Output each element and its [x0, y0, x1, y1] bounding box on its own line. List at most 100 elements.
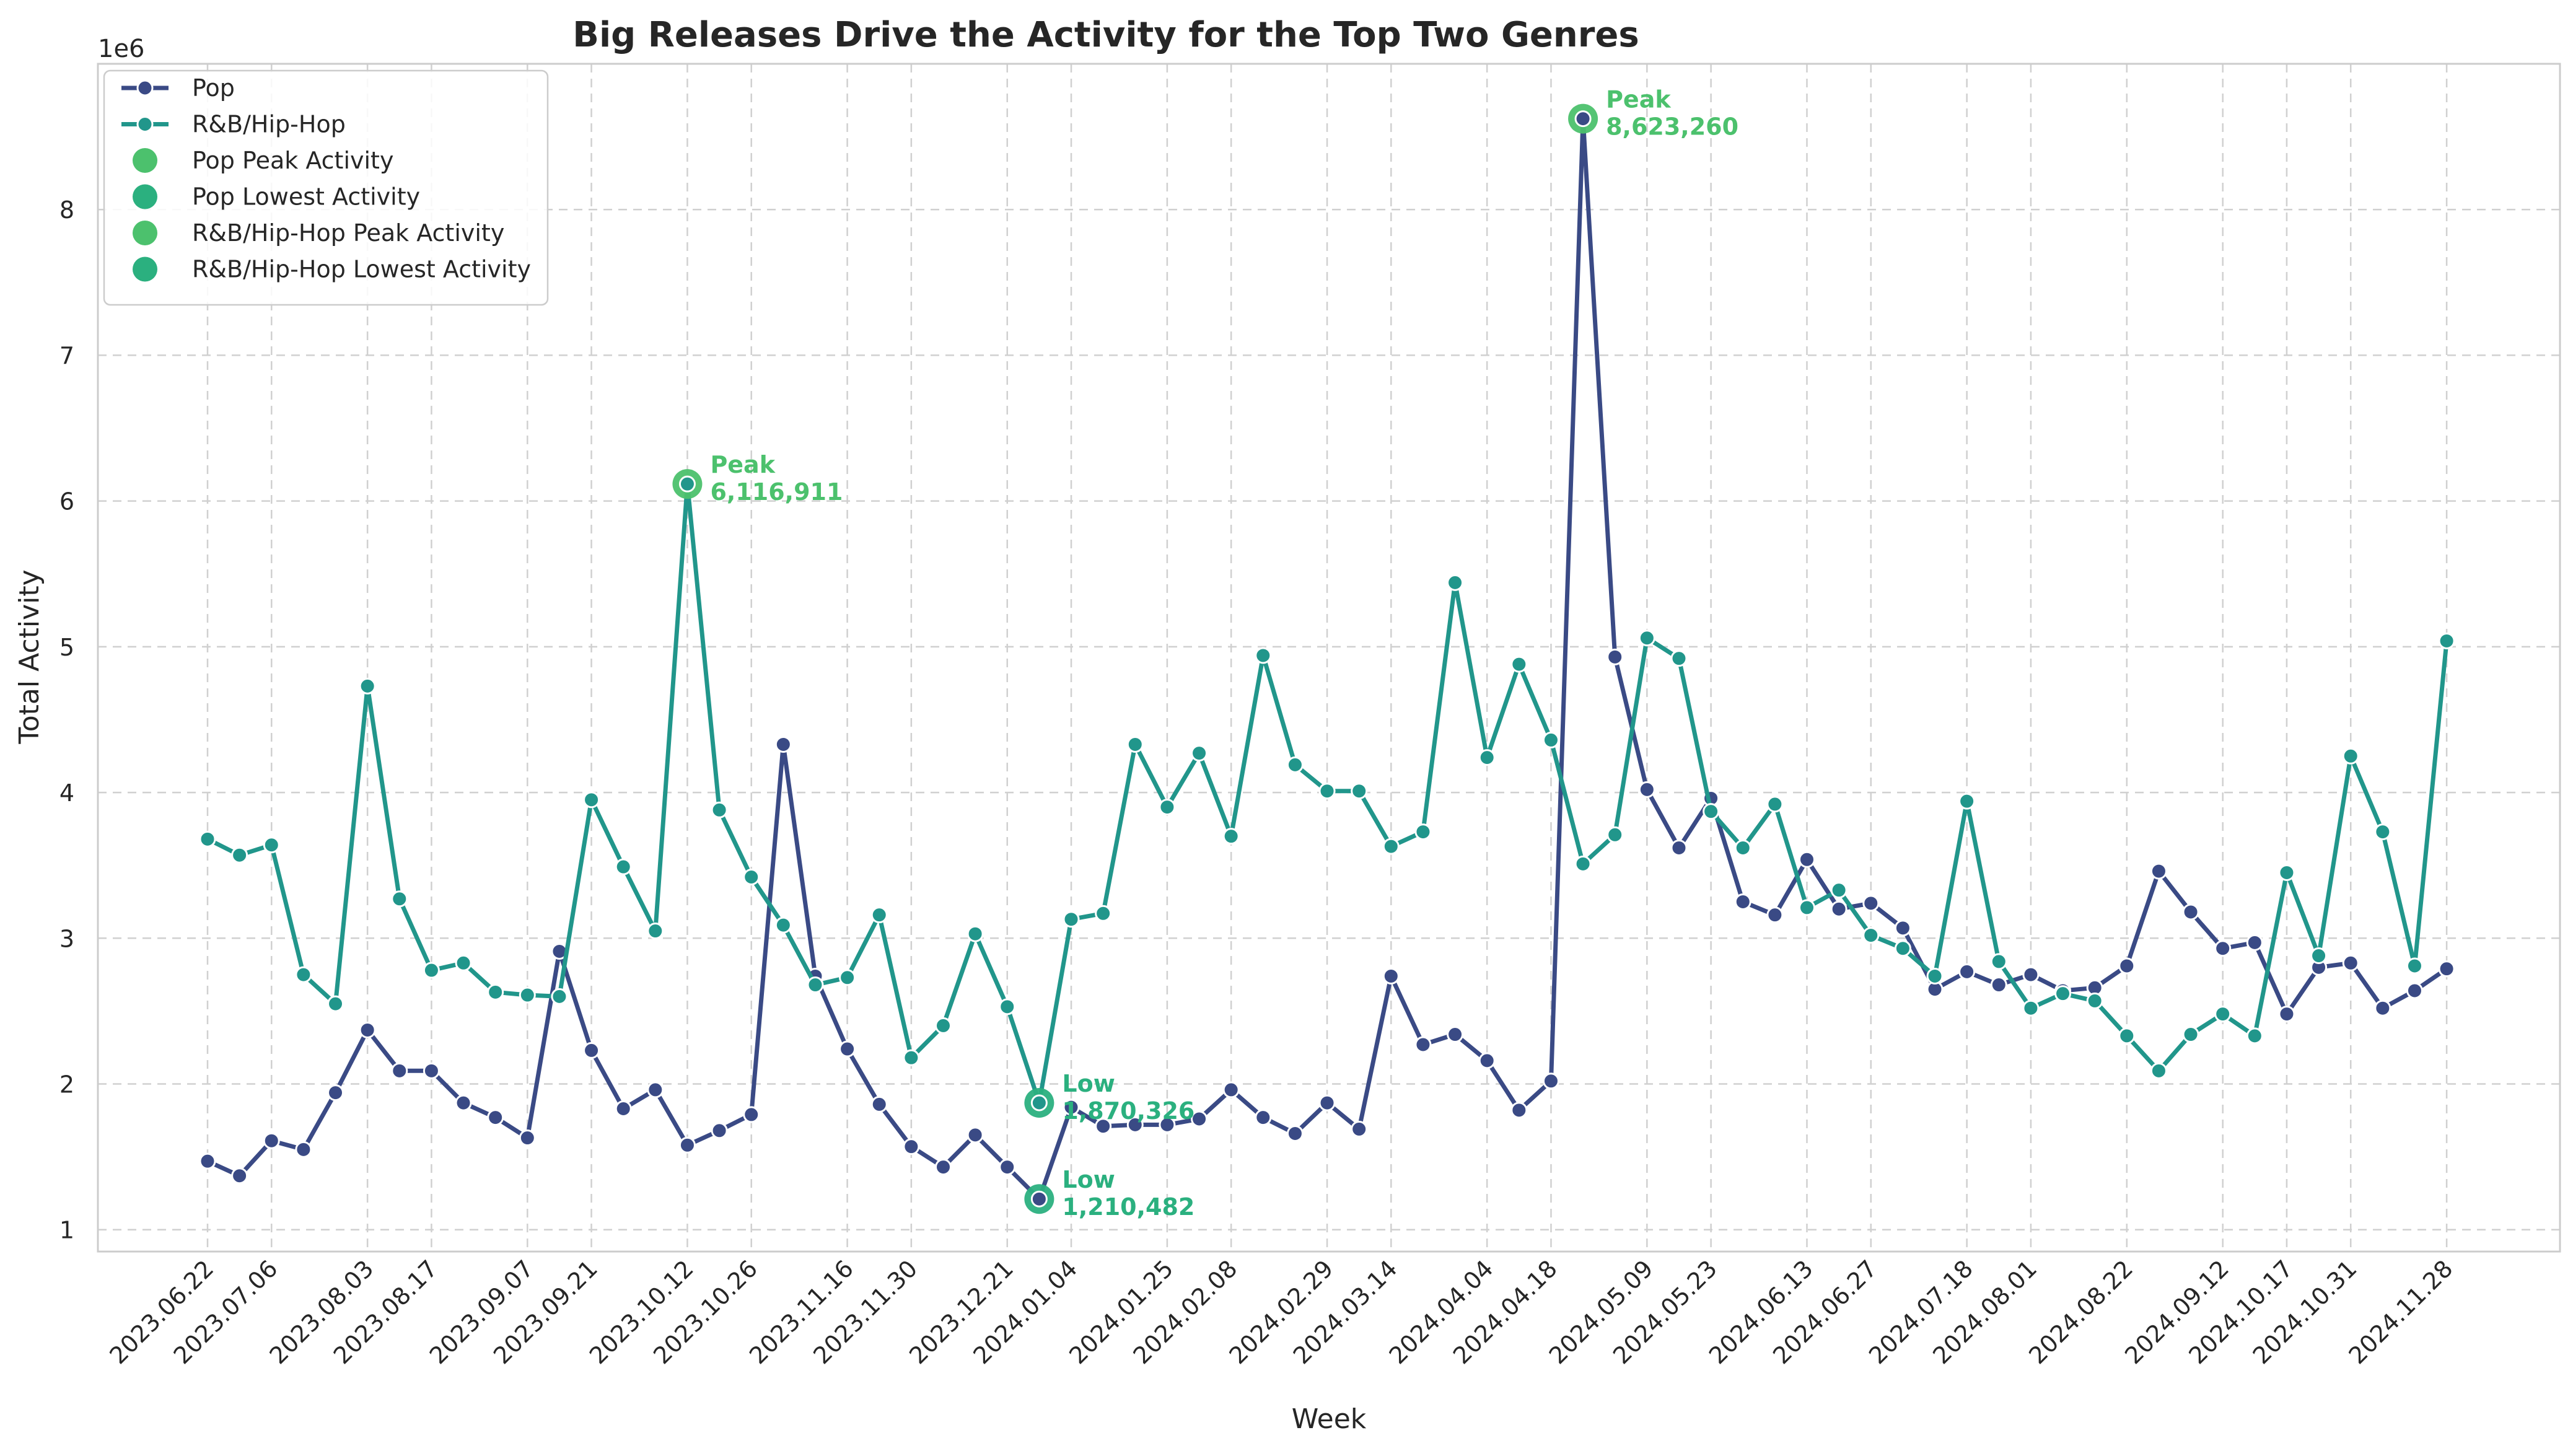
data-point — [519, 1129, 536, 1147]
y-tick-label: 1 — [59, 1217, 74, 1244]
legend-label: R&B/Hip-Hop Lowest Activity — [192, 256, 531, 283]
data-point — [1990, 953, 2007, 970]
data-point — [1958, 792, 1976, 810]
data-point — [1894, 919, 1911, 937]
data-point — [2246, 1027, 2263, 1045]
data-point — [231, 846, 248, 864]
y-tick-label: 7 — [59, 342, 74, 369]
data-point — [2278, 1006, 2295, 1023]
y-tick-label: 3 — [59, 925, 74, 952]
data-point — [1030, 1094, 1048, 1112]
data-point — [2054, 985, 2072, 1002]
low-label: Low — [1062, 1166, 1115, 1193]
data-point — [455, 954, 472, 971]
data-point — [1510, 656, 1528, 673]
legend: Pop R&B/Hip-Hop Pop Peak Activity Pop Lowes… — [103, 69, 549, 306]
data-point — [1510, 1102, 1528, 1119]
data-point — [2150, 862, 2167, 880]
data-point — [1894, 940, 1911, 957]
data-point — [359, 677, 376, 695]
data-point — [903, 1049, 920, 1066]
data-point — [2310, 947, 2328, 965]
y-tick-label: 4 — [59, 779, 74, 807]
data-point — [455, 1094, 472, 1112]
data-point — [359, 1021, 376, 1038]
data-point — [1095, 905, 1112, 922]
data-point — [295, 966, 312, 983]
data-point — [2374, 999, 2391, 1017]
data-point — [1318, 783, 1336, 800]
data-point — [678, 475, 696, 493]
data-point — [2182, 903, 2199, 921]
data-point — [2118, 957, 2136, 975]
data-point — [1670, 839, 1688, 856]
data-point — [1990, 976, 2007, 994]
data-point — [2022, 999, 2040, 1017]
data-point — [487, 983, 504, 1001]
data-point — [1542, 1072, 1559, 1090]
legend-label: R&B/Hip-Hop Peak Activity — [192, 219, 504, 247]
peak-value: 8,623,260 — [1606, 113, 1738, 141]
data-point — [2214, 940, 2232, 957]
data-point — [487, 1109, 504, 1126]
data-point — [1382, 967, 1400, 985]
legend-label: Pop Peak Activity — [192, 147, 393, 174]
data-point — [2022, 966, 2040, 983]
data-point — [1191, 1110, 1208, 1128]
data-point — [551, 988, 568, 1005]
data-point — [1958, 963, 1976, 980]
data-point — [583, 1042, 600, 1059]
data-point — [1606, 648, 1624, 665]
data-point — [839, 1040, 856, 1058]
data-point — [1222, 1081, 1240, 1099]
data-point — [647, 1081, 664, 1099]
data-point — [1414, 1036, 1432, 1053]
low-label: Low — [1062, 1070, 1115, 1097]
data-point — [807, 976, 824, 994]
data-point — [711, 1122, 728, 1139]
data-point — [327, 995, 344, 1012]
data-point — [1255, 647, 1272, 664]
data-point — [1926, 967, 1944, 985]
data-point — [519, 986, 536, 1004]
data-point — [1126, 1116, 1144, 1133]
data-point — [1478, 749, 1496, 766]
data-point — [1351, 783, 1368, 800]
data-point — [1799, 851, 1815, 868]
data-point — [295, 1141, 312, 1158]
data-point — [1159, 799, 1176, 816]
data-point — [1382, 838, 1400, 855]
y-tick-label: 6 — [59, 488, 74, 515]
data-point — [2374, 823, 2391, 841]
data-point — [2118, 1027, 2136, 1045]
data-point — [1318, 1094, 1336, 1112]
data-point — [1734, 839, 1751, 856]
data-point — [711, 801, 728, 818]
data-point — [903, 1138, 920, 1156]
data-point — [231, 1167, 248, 1185]
plot-frame — [97, 63, 2561, 1253]
data-point — [1286, 1125, 1304, 1142]
data-point — [1574, 110, 1592, 128]
data-point — [423, 1062, 440, 1079]
data-point — [870, 906, 888, 924]
data-point — [1447, 1026, 1464, 1043]
legend-box — [103, 69, 549, 306]
data-point — [1606, 826, 1624, 843]
data-point — [2278, 864, 2295, 881]
data-point — [2086, 992, 2103, 1009]
data-point — [967, 1126, 984, 1144]
data-point — [934, 1159, 952, 1176]
data-point — [2342, 954, 2359, 971]
peak-value: 6,116,911 — [710, 478, 843, 506]
legend-dot-swatch — [133, 257, 157, 282]
y-offset-label: 1e6 — [98, 35, 145, 63]
data-point — [1255, 1109, 1272, 1126]
data-point — [2406, 957, 2423, 975]
data-point — [1191, 745, 1208, 762]
data-point — [1159, 1116, 1176, 1133]
chart-title: Big Releases Drive the Activity for the … — [572, 15, 1639, 55]
data-point — [2182, 1026, 2199, 1043]
data-point — [199, 1152, 216, 1170]
data-point — [1862, 927, 1880, 944]
